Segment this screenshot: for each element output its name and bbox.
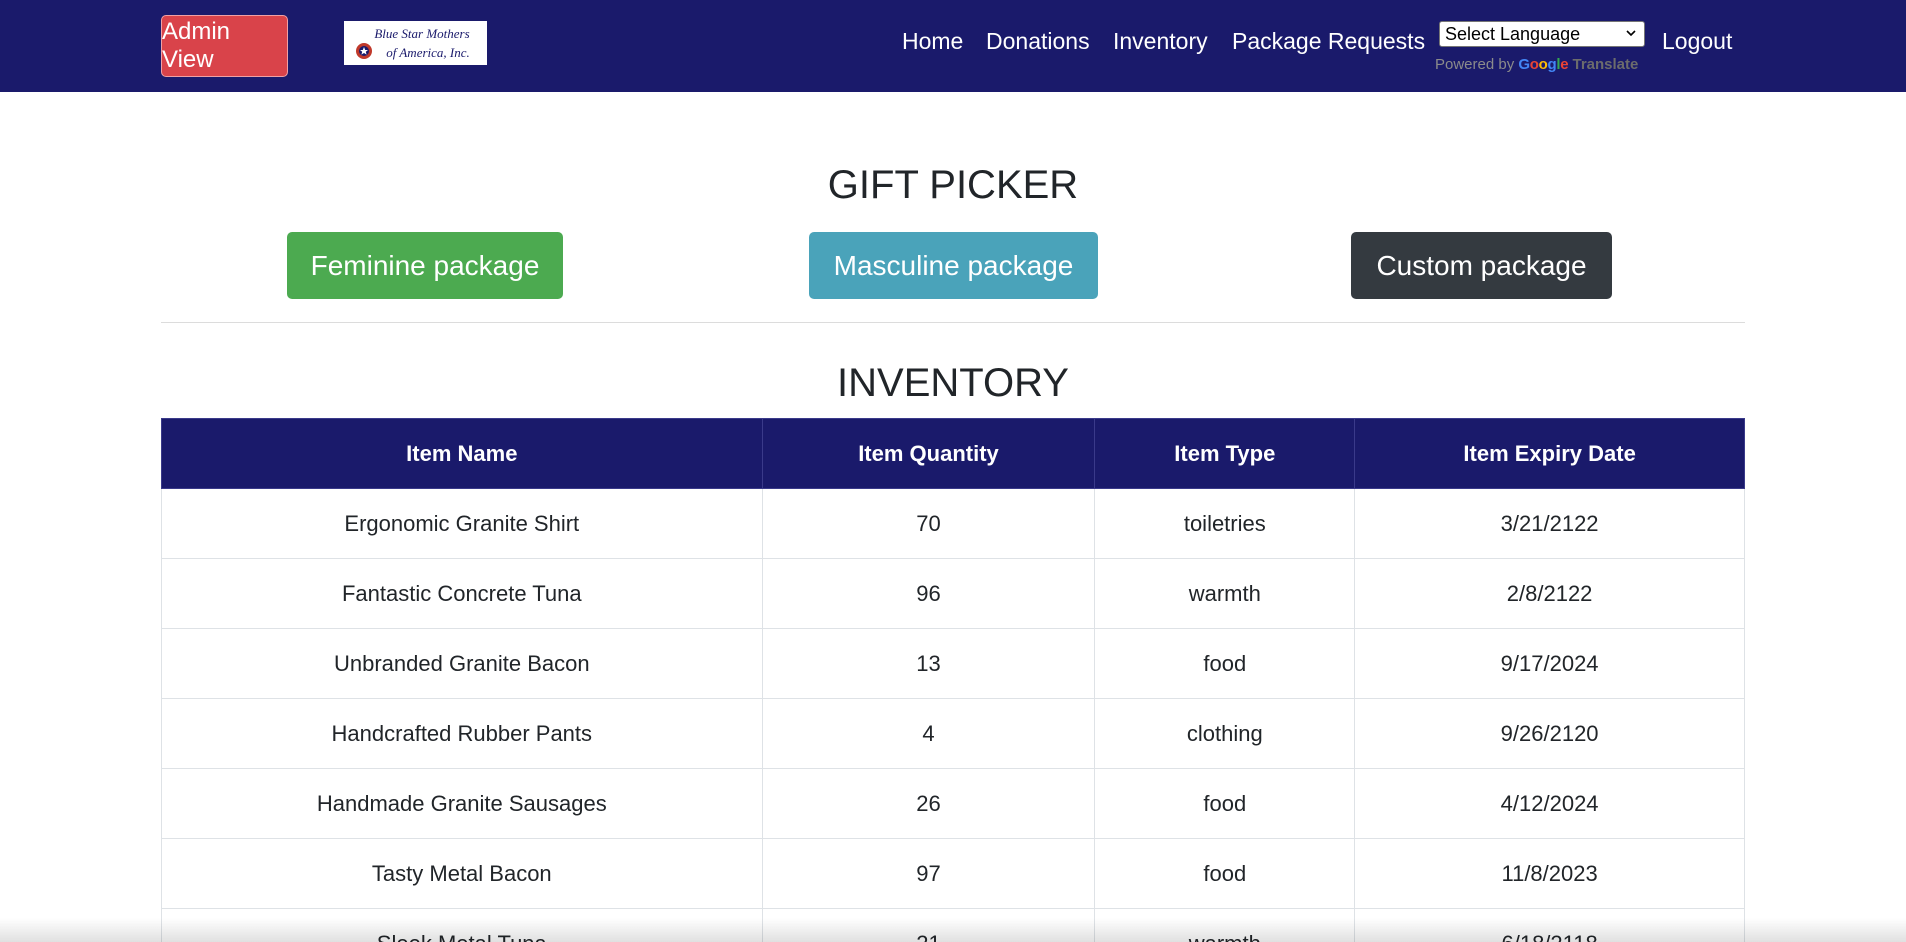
cell-item-quantity: 70 xyxy=(761,488,1096,559)
cell-item-name: Fantastic Concrete Tuna xyxy=(161,558,763,629)
window-bottom-shadow xyxy=(0,918,1906,942)
cell-item-type: warmth xyxy=(1094,558,1356,629)
cell-item-name: Sleek Metal Tuna xyxy=(161,908,763,942)
inventory-table: Item Name Item Quantity Item Type Item E… xyxy=(161,418,1745,942)
cell-item-name: Unbranded Granite Bacon xyxy=(161,628,763,699)
google-logo[interactable]: Google xyxy=(1518,56,1569,73)
cell-item-quantity: 97 xyxy=(761,838,1096,909)
cell-item-quantity: 21 xyxy=(761,908,1096,942)
table-row: Sleek Metal Tuna 21 warmth 6/18/2118 xyxy=(161,908,1745,942)
top-navbar: Admin View Blue Star Mothers of America,… xyxy=(0,0,1906,92)
table-row: Unbranded Granite Bacon 13 food 9/17/202… xyxy=(161,628,1745,699)
column-header-item-name[interactable]: Item Name xyxy=(161,418,763,489)
cell-item-quantity: 4 xyxy=(761,698,1096,769)
section-divider xyxy=(161,322,1745,323)
nav-package-requests[interactable]: Package Requests xyxy=(1232,28,1426,54)
inventory-title: INVENTORY xyxy=(837,361,1069,405)
cell-item-expiry-date: 9/17/2024 xyxy=(1354,628,1745,699)
cell-item-expiry-date: 6/18/2118 xyxy=(1354,908,1745,942)
cell-item-type: toiletries xyxy=(1094,488,1356,559)
column-header-item-quantity[interactable]: Item Quantity xyxy=(761,418,1096,489)
language-select-value: Select Language xyxy=(1445,23,1581,44)
logo-line-1: Blue Star Mothers xyxy=(374,26,469,41)
cell-item-name: Ergonomic Granite Shirt xyxy=(161,488,763,559)
cell-item-expiry-date: 3/21/2122 xyxy=(1354,488,1745,559)
cell-item-expiry-date: 11/8/2023 xyxy=(1354,838,1745,909)
cell-item-type: food xyxy=(1094,628,1356,699)
custom-package-button[interactable]: Custom package xyxy=(1351,232,1612,299)
translate-link[interactable]: Translate xyxy=(1572,56,1639,73)
cell-item-quantity: 13 xyxy=(761,628,1096,699)
cell-item-type: food xyxy=(1094,768,1356,839)
cell-item-type: food xyxy=(1094,838,1356,909)
table-header-row: Item Name Item Quantity Item Type Item E… xyxy=(161,418,1745,489)
blue-star-mothers-logo[interactable]: Blue Star Mothers of America, Inc. xyxy=(344,21,487,65)
google-translate-attribution: Powered by Google Translate xyxy=(1435,56,1638,73)
nav-donations[interactable]: Donations xyxy=(986,28,1090,54)
logout-link[interactable]: Logout xyxy=(1662,28,1733,54)
cell-item-name: Handcrafted Rubber Pants xyxy=(161,698,763,769)
table-row: Tasty Metal Bacon 97 food 11/8/2023 xyxy=(161,838,1745,909)
cell-item-expiry-date: 4/12/2024 xyxy=(1354,768,1745,839)
cell-item-quantity: 96 xyxy=(761,558,1096,629)
powered-by-text: Powered by xyxy=(1435,56,1515,73)
cell-item-name: Tasty Metal Bacon xyxy=(161,838,763,909)
logo-image: Blue Star Mothers of America, Inc. xyxy=(344,21,487,65)
masculine-package-button[interactable]: Masculine package xyxy=(809,232,1098,299)
column-header-item-expiry-date[interactable]: Item Expiry Date xyxy=(1354,418,1745,489)
table-row: Fantastic Concrete Tuna 96 warmth 2/8/21… xyxy=(161,558,1745,629)
language-select[interactable]: Select Language xyxy=(1439,21,1645,47)
cell-item-expiry-date: 2/8/2122 xyxy=(1354,558,1745,629)
admin-view-button[interactable]: Admin View xyxy=(161,15,288,77)
table-row: Handcrafted Rubber Pants 4 clothing 9/26… xyxy=(161,698,1745,769)
logo-line-2: of America, Inc. xyxy=(386,45,470,60)
feminine-package-button[interactable]: Feminine package xyxy=(287,232,563,299)
column-header-item-type[interactable]: Item Type xyxy=(1094,418,1356,489)
cell-item-type: clothing xyxy=(1094,698,1356,769)
cell-item-name: Handmade Granite Sausages xyxy=(161,768,763,839)
gift-picker-title: GIFT PICKER xyxy=(827,163,1079,207)
table-row: Ergonomic Granite Shirt 70 toiletries 3/… xyxy=(161,488,1745,559)
nav-inventory[interactable]: Inventory xyxy=(1113,28,1208,54)
table-row: Handmade Granite Sausages 26 food 4/12/2… xyxy=(161,768,1745,839)
cell-item-quantity: 26 xyxy=(761,768,1096,839)
cell-item-expiry-date: 9/26/2120 xyxy=(1354,698,1745,769)
cell-item-type: warmth xyxy=(1094,908,1356,942)
nav-home[interactable]: Home xyxy=(902,28,964,54)
chevron-down-icon xyxy=(1626,30,1636,37)
